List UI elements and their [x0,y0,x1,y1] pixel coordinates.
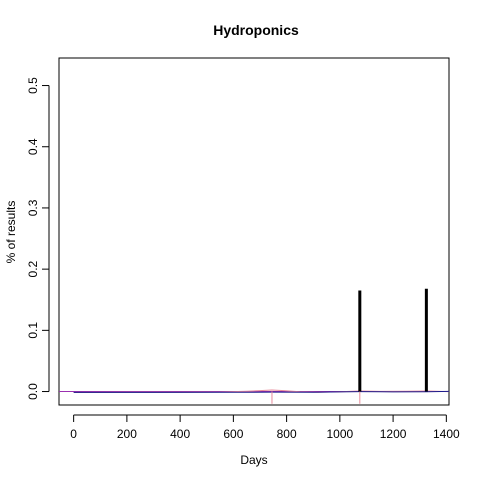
y-tick-label: 0.2 [26,260,40,277]
x-tick-label: 200 [117,427,137,441]
x-tick-label: 1400 [433,427,460,441]
y-tick-label: 0.4 [26,138,40,155]
y-tick-label: 0.5 [26,77,40,94]
x-tick-label: 1000 [327,427,354,441]
x-tick-label: 0 [70,427,77,441]
y-tick-label: 0.1 [26,322,40,339]
y-tick-label: 0.0 [26,383,40,400]
plot-area: 0 200 400 600 800 1000 1200 1400 0.0 0.1 0.2 0.3 0.4… [26,57,460,441]
x-tick-label: 600 [223,427,243,441]
x-tick-label: 800 [277,427,297,441]
chart-title: Hydroponics [213,22,299,38]
x-tick-label: 400 [170,427,190,441]
y-axis-title: % of results [4,201,18,264]
x-axis-title: Days [240,453,267,467]
density-curve [73,390,450,393]
y-tick-label: 0.3 [26,199,40,216]
x-tick-label: 1200 [380,427,407,441]
plot-frame [58,57,450,406]
